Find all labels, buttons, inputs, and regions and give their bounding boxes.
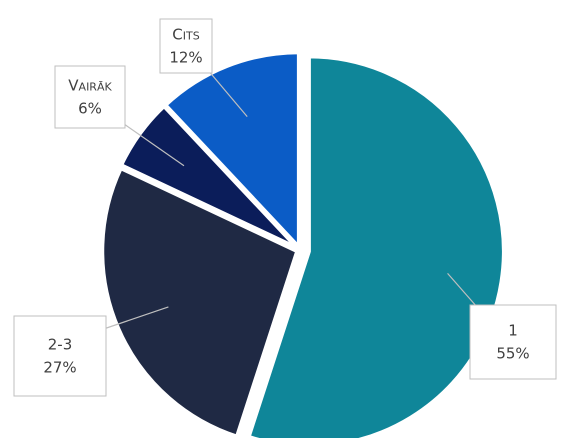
slice-value-label: 55% [496,345,529,363]
slice-value-label: 6% [78,100,102,118]
callout-box [54,65,126,129]
callout-box [469,304,557,380]
slice-label: Vairāk [68,77,112,95]
pie-slice [246,54,506,438]
callout-box [13,315,107,397]
callout-box [159,18,213,74]
slice-label: 1 [508,322,518,340]
slice-value-label: 27% [43,359,76,377]
pie-slice [100,166,300,438]
pie-slice [163,50,301,250]
slice-value-label: 12% [169,49,202,67]
slice-label: 2-3 [48,336,73,354]
slice-label: Cits [172,26,199,44]
